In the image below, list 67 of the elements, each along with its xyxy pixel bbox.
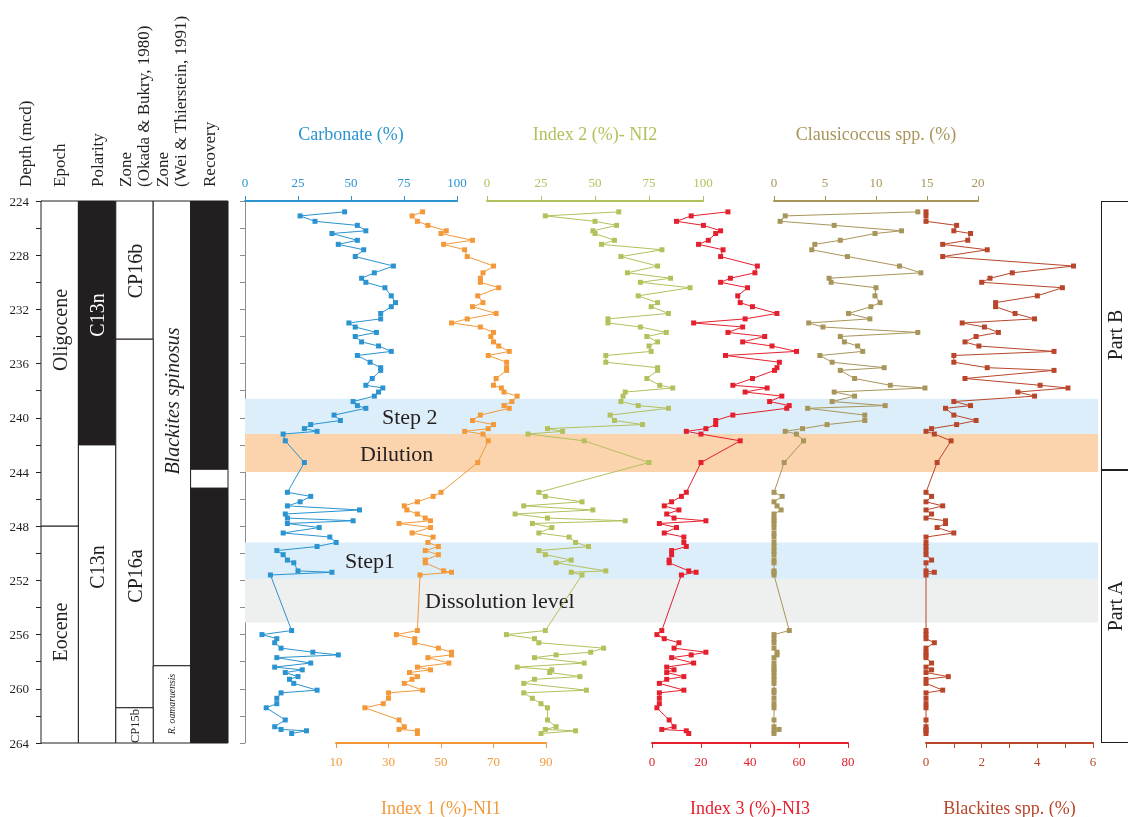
y-tick-label: 264 [9,735,30,751]
x-tick-label: 0 [241,175,249,190]
x-tick-label: 30 [382,754,395,769]
x-tick-label: 50 [434,754,448,769]
annotation: CP16a [123,549,146,603]
x-tick-label: 70 [487,754,500,769]
x-tick-label: 75 [397,175,411,190]
x-tick-label: 20 [694,754,708,769]
text: Part B [1104,309,1126,361]
x-tick-label: 0 [483,175,491,190]
x-tick-label: Recovery [199,121,219,187]
x-tick-label: 80 [841,754,855,769]
annotation: Blackites spinosus [160,327,184,475]
y-axis-title: Depth (mcd) [15,100,35,187]
x-tick-label: 50 [344,175,358,190]
x-tick-label: 5 [821,175,829,190]
x-tick-label: 20 [971,175,985,190]
annotation: C13n [86,545,109,589]
band-label: Dissolution level [425,588,575,614]
x-tick-label: Epoch [50,143,70,187]
y-tick-label: 260 [9,681,29,697]
x-axis-title: Index 2 (%)- NI2 [532,124,658,145]
y-tick-label: 224 [9,193,30,209]
y-tick-label: 244 [9,464,30,480]
x-tick-label: 100 [447,175,467,190]
x-tick-label: 25 [291,175,305,190]
x-tick-label: Zone (Wei & Thierstein, 1991) [153,15,191,187]
band-label: Step 2 [382,403,438,429]
x-axis-title: Index 1 (%)-NI1 [381,798,501,817]
band-label: Dilution [360,440,434,466]
text: Part A [1104,580,1126,632]
y-tick-label: 232 [9,301,29,317]
annotation: R. oamaruensis [166,673,178,736]
x-tick-label: 60 [792,754,806,769]
x-axis-title: Blackites spp. (%) [943,798,1076,817]
x-tick-label: 4 [1034,754,1042,769]
x-tick-label: Zone (Okada & Bukry, 1980) [116,25,153,187]
annotation: CP15b [127,709,142,743]
x-tick-label: 100 [693,175,713,190]
x-tick-label: 25 [534,175,548,190]
y-tick-label: 240 [9,410,29,426]
y-tick-label: 252 [9,572,29,588]
annotation: Oligocene [48,288,72,372]
x-tick-label: 75 [642,175,656,190]
x-tick-label: 50 [588,175,602,190]
annotation: Eocene [48,602,71,662]
x-tick-label: 6 [1089,754,1097,769]
x-tick-label: 90 [539,754,553,769]
x-tick-label: 10 [329,754,343,769]
y-tick-label: 256 [9,627,30,643]
x-tick-label: 0 [648,754,656,769]
x-tick-label: 10 [869,175,883,190]
band-label: Step1 [345,548,396,574]
annotation: CP16b [123,243,146,299]
x-axis-title: Carbonate (%) [298,124,404,145]
y-tick-label: 236 [9,356,30,372]
x-tick-label: 0 [770,175,778,190]
x-tick-label: 0 [922,754,930,769]
y-tick-label: 228 [9,247,29,263]
x-tick-label: Polarity [87,132,107,187]
annotation: C13n [86,293,109,337]
x-tick-label: 40 [743,754,757,769]
x-tick-label: 2 [978,754,985,769]
x-tick-label: 15 [920,175,934,190]
x-axis-title: Clausicoccus spp. (%) [795,124,957,145]
y-tick-label: 248 [9,518,29,534]
x-axis-title: Index 3 (%)-NI3 [690,798,810,817]
